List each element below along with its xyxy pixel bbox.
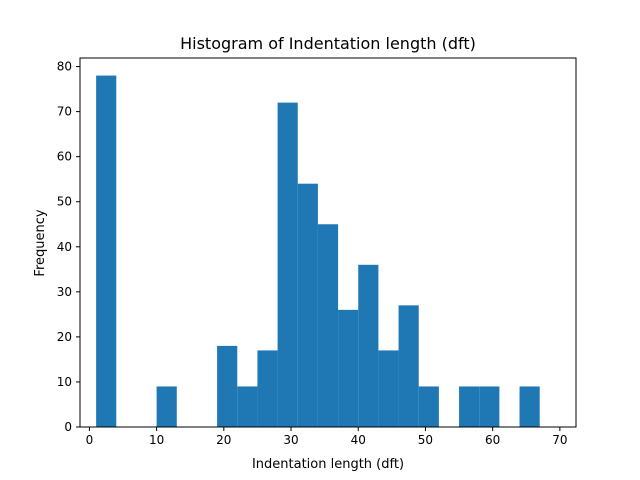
histogram-bar: [257, 350, 278, 427]
x-tick-label: 40: [351, 433, 366, 447]
histogram-bar: [479, 386, 500, 427]
y-axis-label: Frequency: [33, 209, 48, 276]
histogram-bar: [96, 75, 117, 428]
bars-group: [96, 75, 540, 428]
y-axis-ticks: 0 10 20 30 40 50 60 70 80: [57, 60, 80, 434]
histogram-bar: [459, 386, 480, 427]
histogram-bar: [156, 386, 177, 427]
histogram-bar: [297, 183, 318, 427]
histogram-bar: [277, 102, 298, 427]
chart-title: Histogram of Indentation length (dft): [180, 34, 476, 53]
y-tick-label: 70: [57, 105, 72, 119]
y-tick-label: 40: [57, 240, 72, 254]
histogram-bar: [338, 309, 359, 427]
x-tick-label: 10: [149, 433, 164, 447]
histogram-bar: [317, 224, 339, 427]
y-tick-label: 80: [57, 60, 72, 74]
y-tick-label: 0: [64, 420, 72, 434]
histogram-bar: [398, 305, 419, 427]
histogram-bar: [237, 386, 258, 427]
x-tick-label: 20: [216, 433, 231, 447]
x-tick-label: 60: [485, 433, 500, 447]
x-tick-label: 0: [86, 433, 94, 447]
histogram-bar: [418, 386, 439, 427]
plot-frame: [79, 57, 577, 428]
y-tick-label: 30: [57, 285, 72, 299]
x-tick-label: 50: [418, 433, 433, 447]
y-tick-label: 60: [57, 150, 72, 164]
histogram-bar: [217, 345, 238, 427]
x-axis-label: Indentation length (dft): [252, 457, 404, 472]
histogram-bar: [378, 350, 399, 427]
x-axis-ticks: 0 10 20 30 40 50 60 70: [86, 427, 568, 447]
y-tick-label: 50: [57, 195, 72, 209]
histogram-bar: [519, 386, 540, 427]
x-tick-label: 70: [552, 433, 567, 447]
y-tick-label: 10: [57, 375, 72, 389]
x-tick-label: 30: [283, 433, 298, 447]
y-tick-label: 20: [57, 330, 72, 344]
histogram-bar: [358, 264, 379, 427]
